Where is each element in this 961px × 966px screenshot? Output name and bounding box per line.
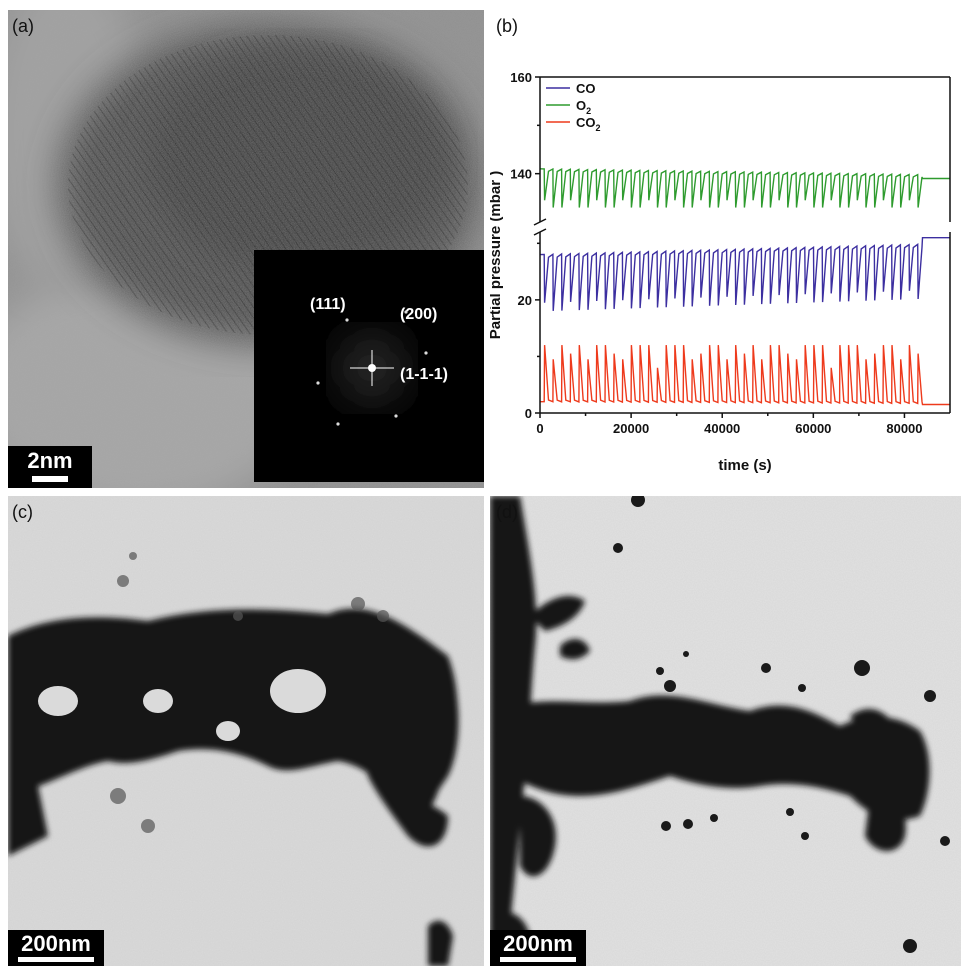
x-tick-label: 0	[536, 421, 543, 436]
legend-entry-name: CO	[576, 115, 596, 130]
panel-d-scalebar: 200nm	[490, 930, 586, 966]
panel-c-scalebar: 200nm	[8, 930, 104, 966]
y-axis-label: Partial pressure (mbar )	[490, 171, 504, 339]
legend-entry-subscript: 2	[596, 123, 601, 133]
axis-break-mark	[533, 218, 547, 226]
panel-c-tem: (c) 200nm	[8, 496, 484, 966]
x-tick-label: 40000	[704, 421, 740, 436]
y-tick-label: 0	[525, 406, 532, 421]
tem-micrograph-d	[490, 496, 961, 966]
panel-c-scalebar-label: 200nm	[21, 931, 91, 956]
fft-label-200: (200)	[400, 306, 438, 323]
panel-b-label: (b)	[496, 16, 518, 36]
legend-entry-name: O	[576, 98, 586, 113]
x-tick-label: 80000	[886, 421, 922, 436]
series-line-co	[539, 237, 950, 311]
panel-b-chart: (b) 0 20000 40000 60000 80000 0 20 140 160 CO O2 C…	[490, 10, 961, 488]
legend-entry-1: O2	[576, 98, 591, 116]
x-axis-label: time (s)	[718, 457, 771, 474]
series-line-o2	[539, 167, 950, 208]
x-tick-label: 20000	[613, 421, 649, 436]
panel-a-label: (a)	[12, 16, 34, 36]
panel-d-label: (d)	[496, 502, 518, 522]
legend-entry-2: CO2	[576, 115, 601, 133]
y-tick-label: 140	[510, 167, 532, 182]
panel-d-scalebar-label: 200nm	[503, 931, 573, 956]
y-tick-label: 20	[518, 293, 532, 308]
tem-micrograph-c	[8, 496, 484, 966]
legend-entry-name: CO	[576, 81, 596, 96]
series-line-co2	[540, 345, 950, 406]
fft-inset: (111) (200) (1-1-1)	[254, 250, 484, 482]
legend-entry-subscript: 2	[586, 106, 591, 116]
y-tick-label: 160	[510, 70, 532, 85]
panel-a-scalebar-line	[32, 476, 68, 482]
legend-entry-0: CO	[576, 81, 596, 96]
fft-label-111: (111)	[310, 296, 346, 313]
panel-a-scalebar-label: 2nm	[27, 448, 73, 473]
panel-c-label: (c)	[12, 502, 33, 522]
fft-label-1-1-1: (1-1-1)	[400, 366, 449, 383]
axis-break-mark	[533, 228, 547, 236]
panel-d-tem: (d) 200nm	[490, 496, 961, 966]
panel-a-scalebar: 2nm	[8, 446, 92, 488]
panel-a-hrtem: (111) (200) (1-1-1) (a) 2nm	[8, 10, 484, 488]
panel-d-scalebar-line	[500, 957, 576, 962]
x-tick-label: 60000	[795, 421, 831, 436]
fft-pattern	[316, 310, 428, 426]
panel-c-scalebar-line	[18, 957, 94, 962]
